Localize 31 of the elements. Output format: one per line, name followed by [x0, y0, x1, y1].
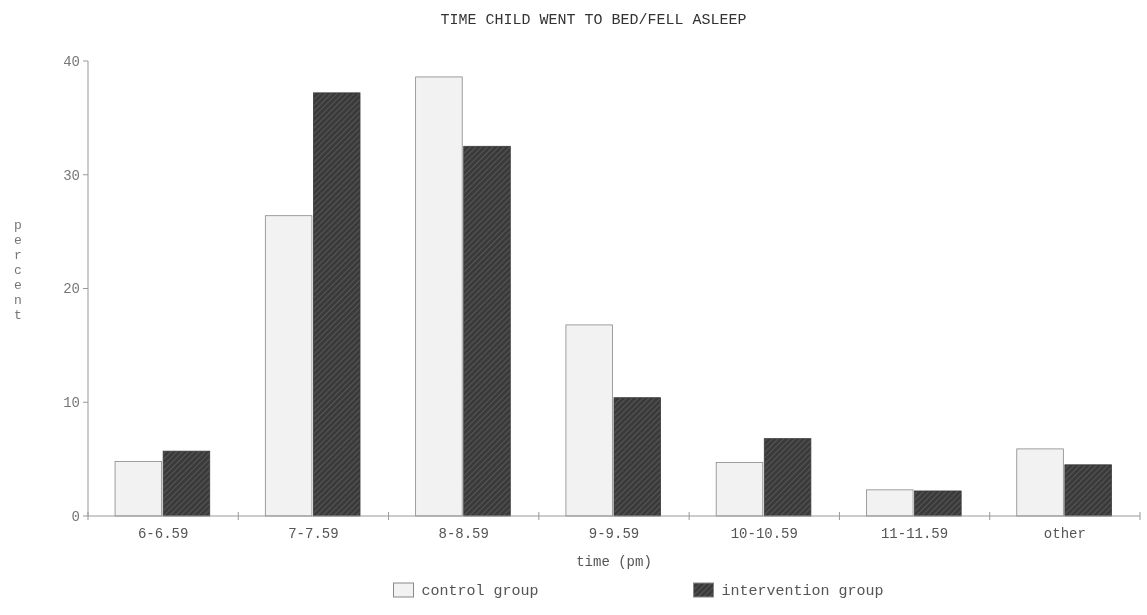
bar [415, 76, 463, 517]
x-tick-label: 7-7.59 [288, 526, 339, 542]
legend-label: control group [421, 583, 539, 600]
bar [162, 450, 211, 517]
x-tick-label: 6-6.59 [137, 526, 189, 542]
bar [866, 489, 914, 517]
bar [763, 438, 812, 517]
bar [1016, 448, 1064, 517]
bar [565, 324, 613, 517]
y-axis-title: percent [14, 217, 22, 323]
bar [313, 92, 361, 517]
x-tick-label: 9-9.59 [588, 526, 640, 542]
y-tick-label: 30 [63, 167, 80, 184]
y-tick-label: 20 [63, 281, 80, 298]
bar [463, 145, 511, 517]
bar [613, 397, 661, 517]
bar [1064, 464, 1112, 517]
bar [114, 461, 163, 517]
bar [715, 462, 764, 517]
chart-title: TIME CHILD WENT TO BED/FELL ASLEEP [440, 12, 747, 29]
y-tick-label: 0 [71, 508, 80, 525]
y-tick-label: 10 [63, 395, 80, 412]
x-axis-title: time (pm) [576, 554, 652, 570]
x-tick-label: 10-10.59 [730, 526, 798, 542]
bar [264, 215, 313, 517]
bar [914, 490, 962, 517]
x-tick-label: 8-8.59 [438, 526, 489, 542]
x-tick-label: 11-11.59 [880, 526, 949, 542]
x-tick-label: other [1043, 526, 1086, 542]
legend-label: intervention group [721, 583, 884, 600]
y-tick-label: 40 [63, 53, 80, 70]
